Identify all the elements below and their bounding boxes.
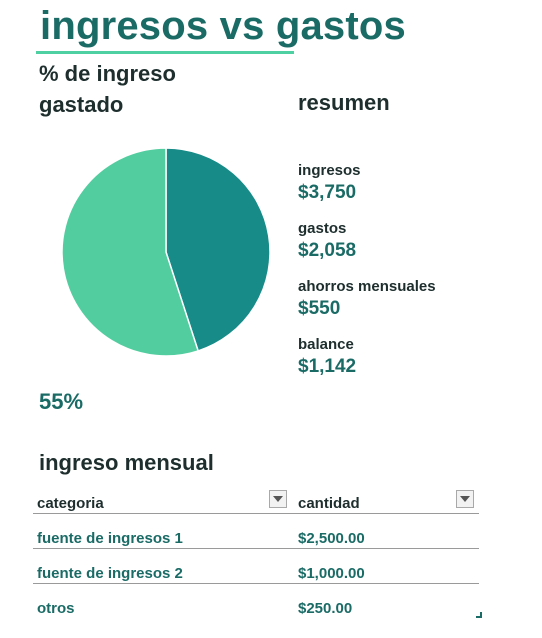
summary-label: gastos bbox=[298, 220, 347, 237]
summary-item-ingresos: ingresos $3,750 bbox=[298, 162, 361, 204]
table-cell-category: fuente de ingresos 1 bbox=[37, 530, 183, 547]
pie-chart bbox=[61, 147, 271, 357]
table-heading: ingreso mensual bbox=[39, 450, 214, 475]
pie-heading: % de ingreso gastado bbox=[39, 61, 176, 117]
summary-label: ingresos bbox=[298, 162, 361, 179]
row-divider bbox=[33, 548, 479, 549]
summary-heading: resumen bbox=[298, 90, 390, 115]
summary-item-ahorros: ahorros mensuales $550 bbox=[298, 278, 436, 320]
column-header-categoria: categoria bbox=[37, 495, 104, 512]
header-divider bbox=[33, 513, 479, 514]
row-divider bbox=[33, 583, 479, 584]
title-underline bbox=[36, 51, 294, 54]
summary-label: balance bbox=[298, 336, 354, 353]
chevron-down-icon bbox=[273, 496, 283, 502]
page-title: ingresos vs gastos bbox=[40, 4, 406, 48]
table-cell-amount: $2,500.00 bbox=[298, 530, 365, 547]
percentage-value: 55% bbox=[39, 389, 84, 414]
summary-value: $3,750 bbox=[298, 182, 357, 203]
table-cell-category: fuente de ingresos 2 bbox=[37, 565, 183, 582]
table-resize-handle[interactable] bbox=[476, 612, 482, 618]
summary-item-gastos: gastos $2,058 bbox=[298, 220, 356, 262]
chevron-down-icon bbox=[460, 496, 470, 502]
filter-dropdown-cantidad[interactable] bbox=[456, 490, 474, 508]
summary-label: ahorros mensuales bbox=[298, 278, 436, 295]
pie-slice-remaining bbox=[61, 147, 200, 357]
table-cell-amount: $1,000.00 bbox=[298, 565, 365, 582]
summary-value: $2,058 bbox=[298, 240, 357, 261]
column-header-cantidad: cantidad bbox=[298, 495, 360, 512]
table-cell-amount: $250.00 bbox=[298, 600, 353, 617]
summary-value: $1,142 bbox=[298, 356, 357, 377]
summary-value: $550 bbox=[298, 298, 341, 319]
summary-item-balance: balance $1,142 bbox=[298, 336, 356, 378]
table-cell-category: otros bbox=[37, 600, 75, 617]
filter-dropdown-categoria[interactable] bbox=[269, 490, 287, 508]
pie-slice-spent bbox=[165, 147, 271, 352]
